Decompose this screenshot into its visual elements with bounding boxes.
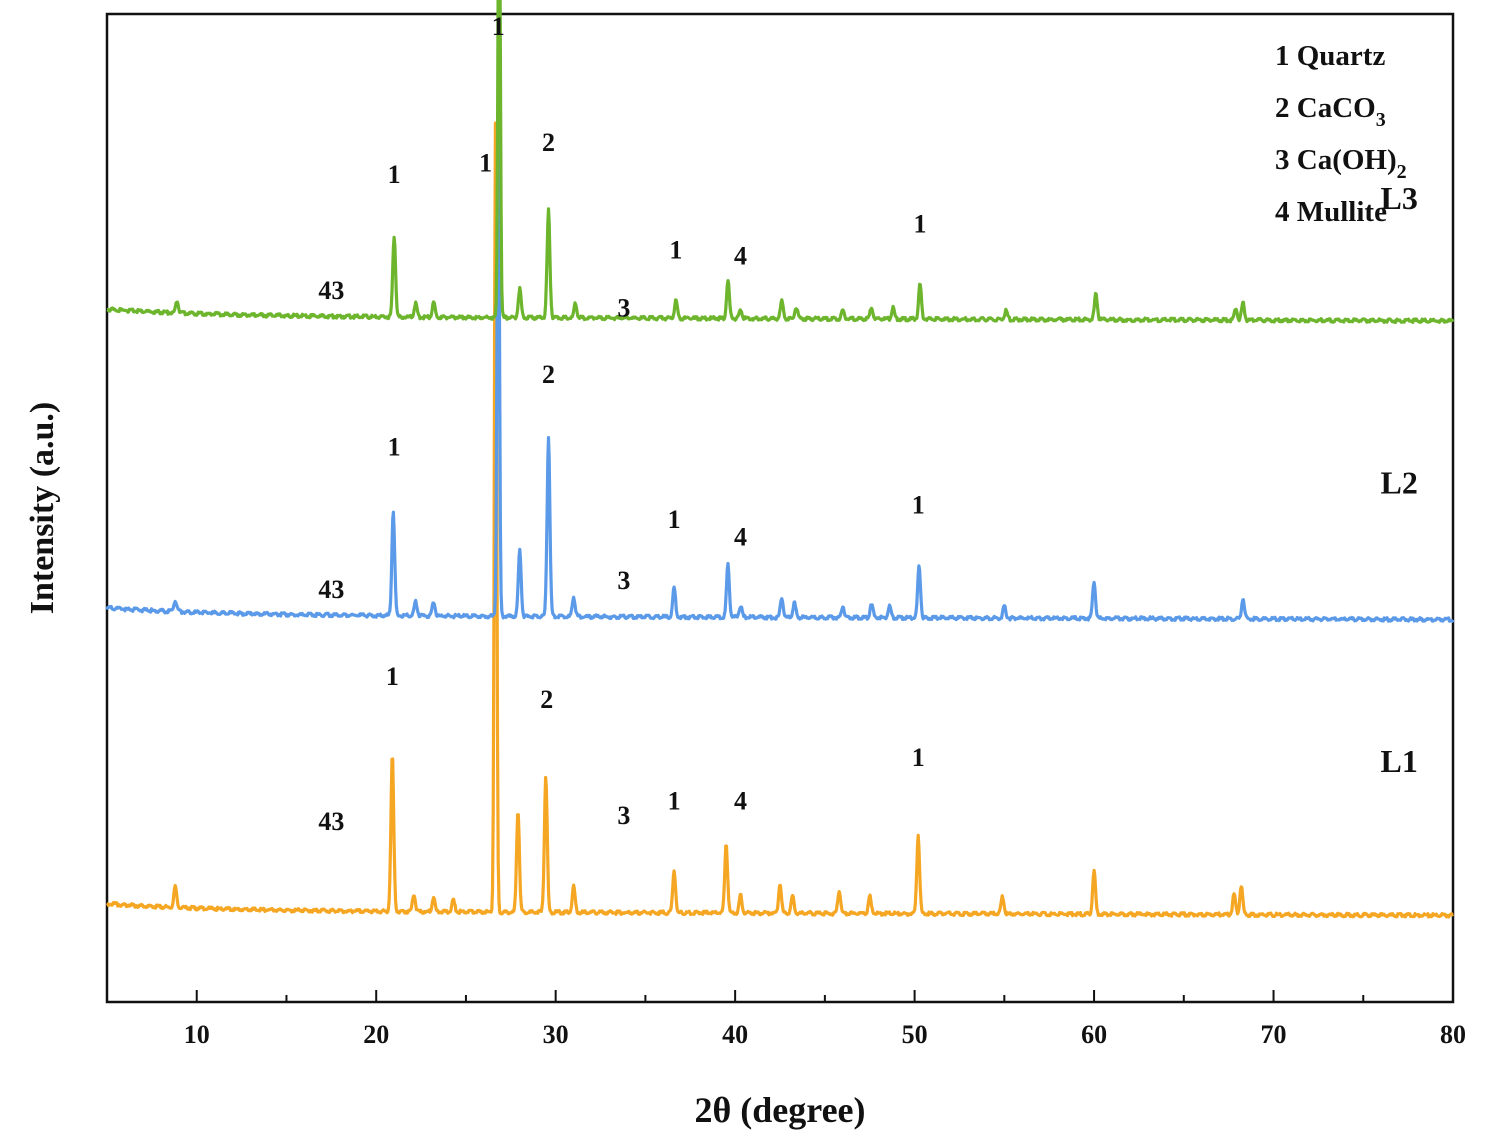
peak-label: 4 xyxy=(734,241,747,270)
legend-entry: 3 Ca(OH)2 xyxy=(1275,144,1407,183)
peak-label: 3 xyxy=(617,566,630,595)
y-axis-label: Intensity (a.u.) xyxy=(24,402,61,615)
legend-entry: 4 Mullite xyxy=(1275,196,1387,228)
series-layer xyxy=(105,0,1455,919)
x-tick-label: 70 xyxy=(1261,1020,1287,1049)
peak-label: 3 xyxy=(617,801,630,830)
legend-entry: 2 CaCO3 xyxy=(1275,92,1386,131)
peak-label: 1 xyxy=(913,209,926,238)
peak-label: 1 xyxy=(912,491,925,520)
peak-label: 4 xyxy=(734,523,747,552)
x-tick-label: 20 xyxy=(363,1020,389,1049)
peak-label: 2 xyxy=(542,128,555,157)
series-label-l3: L3 xyxy=(1380,180,1417,216)
peak-label: 1 xyxy=(388,160,401,189)
peak-label: 1 xyxy=(668,787,681,816)
peak-label: 2 xyxy=(540,685,553,714)
x-tick-label: 60 xyxy=(1081,1020,1107,1049)
peak-label: 43 xyxy=(318,276,344,305)
peak-label: 4 xyxy=(734,787,747,816)
peak-annotations: 431123141L1431123141L2431123141L3 xyxy=(318,12,1417,836)
x-tick-label: 50 xyxy=(902,1020,928,1049)
legend-entry: 1 Quartz xyxy=(1275,40,1385,72)
x-tick-label: 30 xyxy=(543,1020,569,1049)
series-line-l3 xyxy=(106,0,1455,324)
peak-label: 1 xyxy=(668,505,681,534)
series-label-l1: L1 xyxy=(1380,743,1417,779)
peak-label: 3 xyxy=(617,294,630,323)
peak-label: 1 xyxy=(388,433,401,462)
series-label-l2: L2 xyxy=(1380,464,1417,500)
peak-label: 1 xyxy=(479,149,492,178)
plot-frame xyxy=(105,12,1455,1004)
peak-label: 43 xyxy=(318,575,344,604)
x-tick-label: 40 xyxy=(722,1020,748,1049)
series-line-l2 xyxy=(105,87,1455,623)
x-tick-label: 80 xyxy=(1440,1020,1466,1049)
peak-label: 43 xyxy=(318,807,344,836)
peak-label: 1 xyxy=(492,12,505,41)
peak-label: 1 xyxy=(386,662,399,691)
series-line-l1 xyxy=(105,121,1455,919)
peak-label: 2 xyxy=(542,360,555,389)
peak-label: 1 xyxy=(912,743,925,772)
phase-legend: 1 Quartz 2 CaCO3 3 Ca(OH)2 4 Mullite xyxy=(1275,40,1407,228)
x-tick-label: 10 xyxy=(184,1020,210,1049)
peak-label: 1 xyxy=(669,236,682,265)
x-axis-ticks: 10 20 30 40 50 60 70 80 xyxy=(184,990,1466,1049)
x-axis-label: 2θ (degree) xyxy=(694,1090,865,1130)
